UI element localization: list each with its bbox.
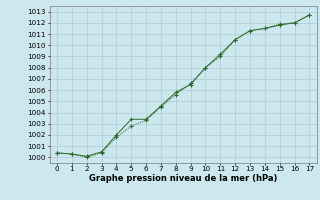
X-axis label: Graphe pression niveau de la mer (hPa): Graphe pression niveau de la mer (hPa) — [89, 174, 277, 183]
